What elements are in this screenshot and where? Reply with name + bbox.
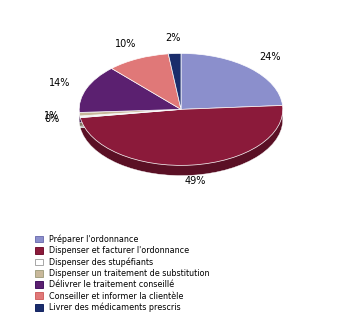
Legend: Préparer l'ordonnance, Dispenser et facturer l'ordonnance, Dispenser des stupéfi: Préparer l'ordonnance, Dispenser et fact… <box>33 233 211 314</box>
Wedge shape <box>80 120 181 128</box>
Wedge shape <box>80 109 181 118</box>
Wedge shape <box>168 64 181 120</box>
Text: 14%: 14% <box>50 78 71 87</box>
Text: 24%: 24% <box>259 52 281 62</box>
Wedge shape <box>168 53 181 109</box>
Wedge shape <box>79 68 181 113</box>
Wedge shape <box>181 53 283 109</box>
Text: 10%: 10% <box>115 39 136 50</box>
Wedge shape <box>79 120 181 126</box>
Text: 1%: 1% <box>43 111 59 121</box>
Wedge shape <box>181 64 283 120</box>
Wedge shape <box>79 79 181 123</box>
Text: 2%: 2% <box>165 33 181 43</box>
Wedge shape <box>111 64 181 120</box>
Wedge shape <box>79 109 181 116</box>
Wedge shape <box>80 116 283 176</box>
Text: 49%: 49% <box>185 176 206 186</box>
Wedge shape <box>111 54 181 109</box>
Text: 0%: 0% <box>44 114 59 124</box>
Wedge shape <box>80 106 283 165</box>
